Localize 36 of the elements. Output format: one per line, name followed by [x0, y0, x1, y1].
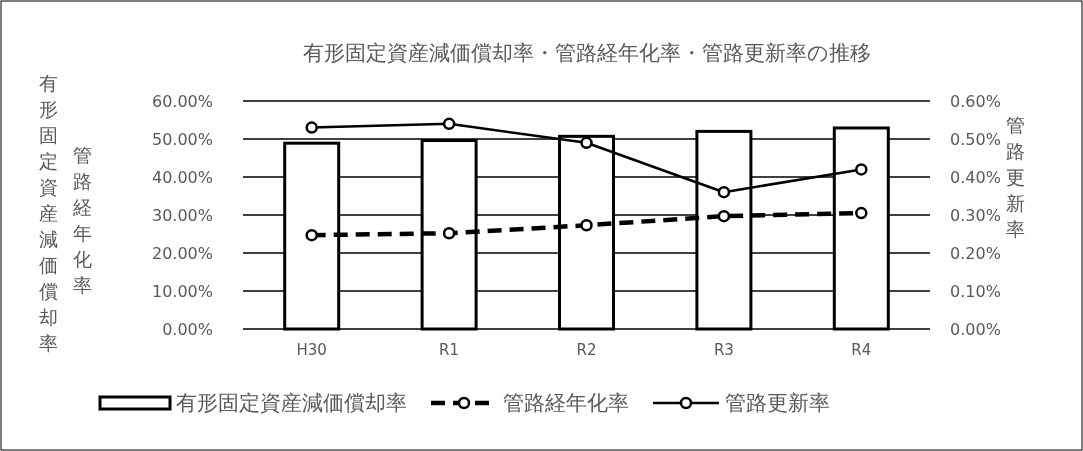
point	[855, 206, 868, 220]
y2-axis-title: 管路更新率	[1005, 114, 1025, 240]
legend-label: 管路更新率	[725, 391, 830, 415]
point	[717, 185, 731, 199]
y2-tick-label: 0.10%	[950, 282, 1001, 301]
y2-tick-label: 0.00%	[950, 320, 1001, 339]
chart-title: 有形固定資産減価償却率・管路経年化率・管路更新率の推移	[302, 41, 871, 65]
point	[717, 209, 731, 223]
point	[580, 219, 593, 232]
text: 管路経年化率	[71, 144, 92, 296]
y-tick-label: 10.00%	[151, 282, 213, 301]
y-tick-label: 20.00%	[151, 244, 213, 263]
y-tick-label: 40.00%	[151, 168, 213, 187]
y2-tick-label: 0.30%	[950, 206, 1001, 225]
y2-tick-label: 0.20%	[950, 244, 1001, 263]
point	[855, 163, 868, 176]
point	[442, 117, 456, 131]
point	[305, 228, 318, 242]
y2-tick-label: 0.60%	[950, 92, 1001, 111]
point	[442, 226, 456, 240]
y-tick-label: 50.00%	[151, 130, 213, 149]
y2-tick-label: 0.40%	[950, 168, 1001, 187]
legend-label: 有形固定資産減価償却率	[176, 391, 407, 415]
x-tick-label: R2	[576, 341, 597, 359]
point	[580, 136, 593, 150]
y-tick-label: 60.00%	[151, 92, 213, 111]
y2-tick-label: 0.50%	[950, 130, 1001, 149]
x-tick-label: R1	[439, 341, 460, 359]
x-tick-label: H30	[296, 341, 327, 359]
y-tick-label: 0.00%	[162, 320, 213, 339]
y-tick-label: 30.00%	[151, 206, 213, 225]
x-tick-label: R4	[851, 341, 872, 359]
x-tick-label: R3	[713, 341, 734, 359]
legend-label: 管路経年化率	[503, 391, 629, 415]
point	[305, 121, 318, 134]
text: 有形固定資産減価償却率	[38, 72, 58, 354]
